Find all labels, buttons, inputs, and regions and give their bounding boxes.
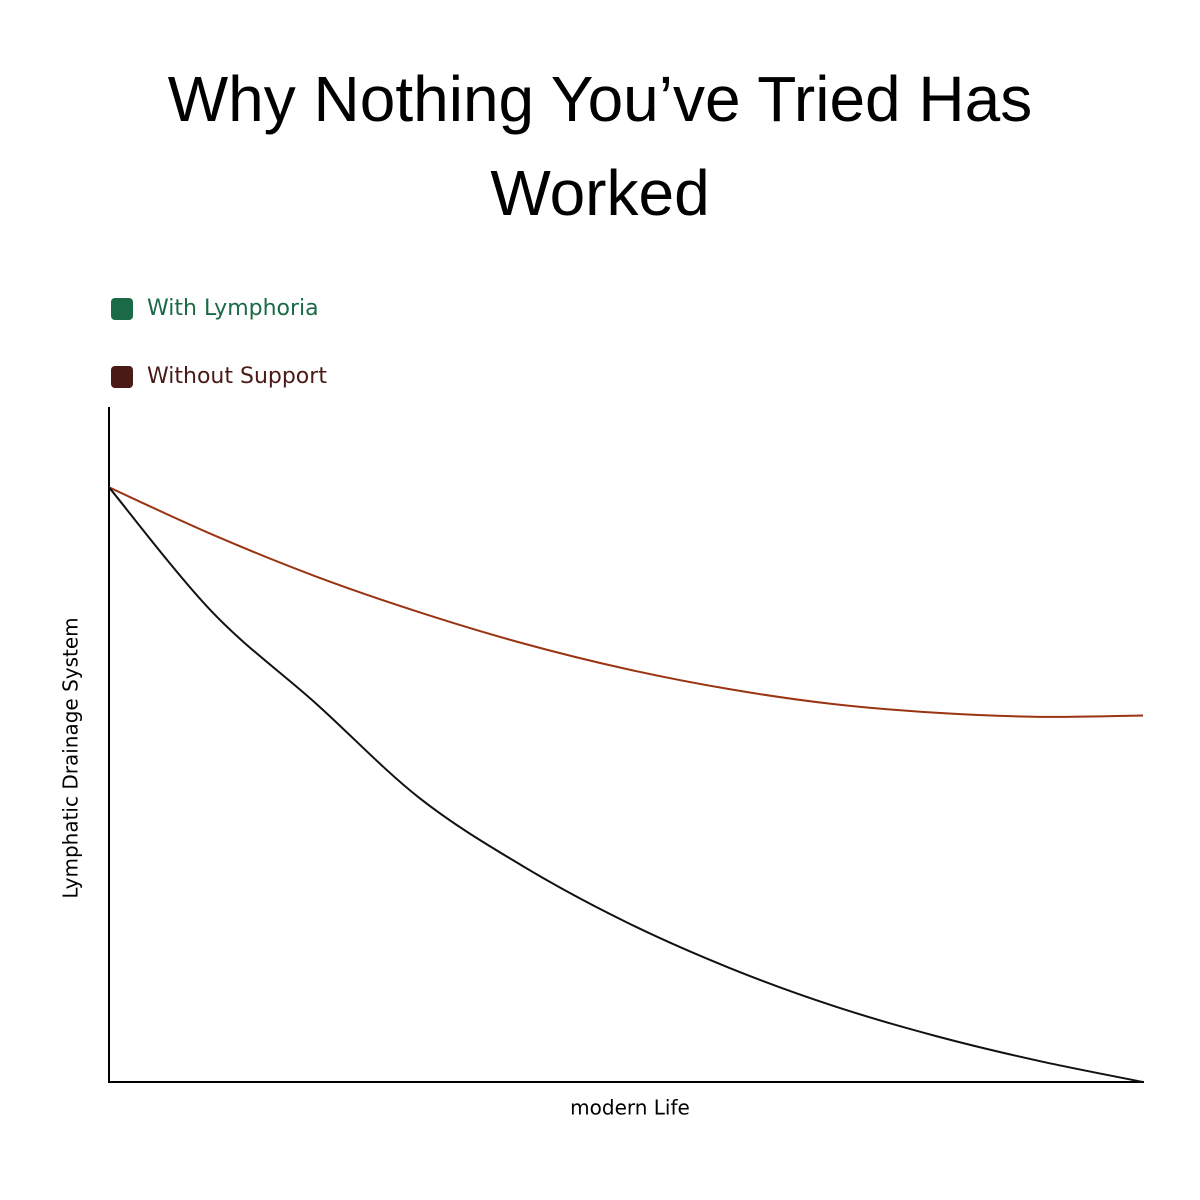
series-line [108, 486, 1144, 718]
chart-title: Why Nothing You’ve Tried Has Worked [167, 63, 1033, 229]
legend-marker [111, 298, 133, 320]
x-axis-label: modern Life [570, 1096, 690, 1120]
y-axis-label: Lymphatic Drainage System [59, 617, 83, 898]
legend-label: Without Support [147, 364, 327, 389]
legend-marker [111, 366, 133, 388]
legend-label: With Lymphoria [147, 296, 319, 321]
series-line [108, 486, 1144, 1083]
